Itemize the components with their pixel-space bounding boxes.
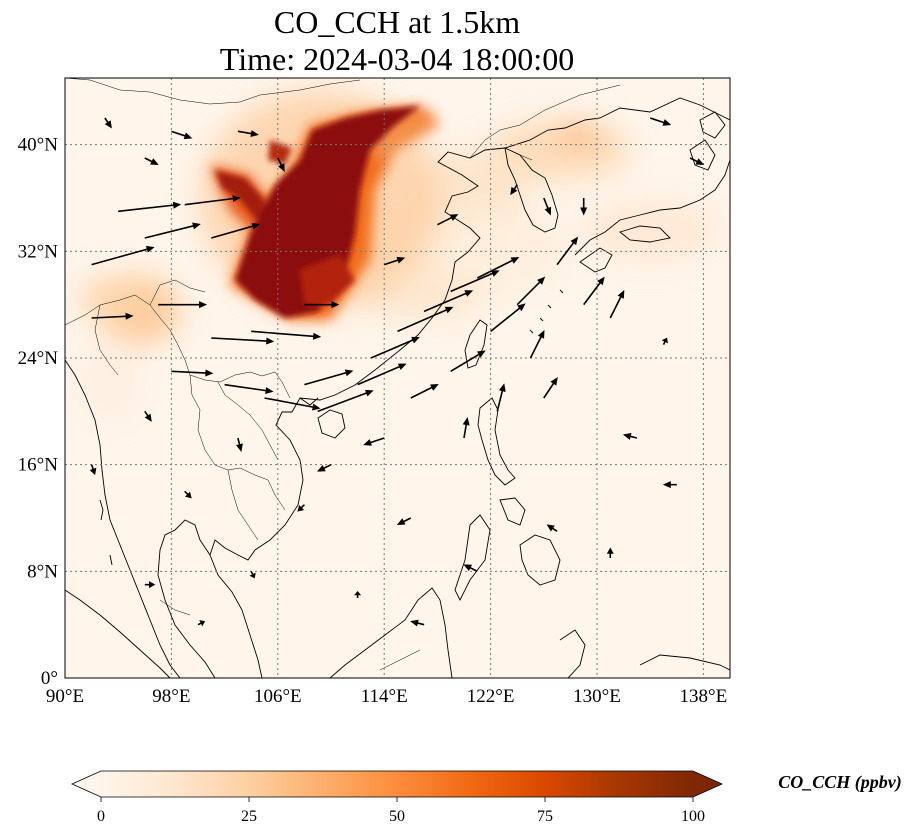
wind-vector — [236, 437, 243, 452]
map-title-line2: Time: 2024-03-04 18:00:00 — [220, 41, 574, 77]
wind-vector — [211, 337, 275, 345]
map-title-line1: CO_CCH at 1.5km — [274, 4, 520, 40]
wind-vector — [510, 184, 518, 196]
wind-vector — [490, 303, 526, 332]
wind-vector — [158, 301, 208, 309]
wind-vector — [237, 130, 259, 137]
wind-vector — [556, 236, 579, 266]
wind-vector — [397, 306, 454, 333]
wind-vector — [144, 581, 156, 589]
wind-vector — [304, 369, 354, 386]
lon-tick-label: 138°E — [680, 686, 728, 707]
wind-vector — [317, 389, 374, 413]
lon-tick-label: 130°E — [573, 686, 621, 707]
map-frame — [64, 77, 731, 679]
wind-vector — [661, 337, 669, 346]
lat-tick-label: 16°N — [18, 455, 59, 476]
wind-vector — [171, 130, 193, 140]
lon-tick-label: 98°E — [152, 686, 190, 707]
colorbar-ticks — [100, 797, 694, 802]
colorbar-tick-label: 50 — [389, 808, 405, 825]
wind-vector — [580, 198, 588, 216]
wind-vector — [224, 383, 274, 395]
wind-vector — [423, 290, 474, 313]
colorbar-label: CO_CCH (ppbv) — [778, 772, 902, 793]
wind-vector — [317, 463, 332, 472]
wind-vector — [304, 301, 340, 309]
colorbar-extend-max — [693, 771, 722, 797]
wind-vector — [606, 547, 614, 558]
lat-tick-labels: 0° 8°N 16°N 24°N 32°N 40°N — [18, 135, 59, 689]
wind-vector — [529, 330, 545, 359]
wind-vector — [463, 564, 478, 573]
wind-vector — [184, 195, 241, 206]
colorbar-extend-min — [72, 771, 101, 797]
co-plume-core — [215, 106, 420, 318]
wind-vector — [543, 197, 552, 216]
wind-vector — [171, 369, 214, 377]
lat-tick-label: 24°N — [18, 348, 59, 369]
wind-vector — [249, 570, 256, 579]
wind-vector — [251, 330, 322, 340]
wind-vector — [662, 481, 677, 489]
wind-vector — [144, 157, 159, 165]
lat-tick-label: 0° — [41, 668, 58, 689]
wind-vector — [277, 157, 285, 172]
colorbar-tick-label: 100 — [681, 808, 705, 825]
wind-vector — [410, 619, 425, 627]
wind-vector — [297, 504, 305, 512]
wind-vector — [144, 410, 152, 422]
lon-tick-labels: 90°E 98°E 106°E 114°E 122°E 130°E 138°E — [46, 686, 727, 707]
map-area — [65, 78, 730, 678]
wind-vector — [450, 270, 500, 293]
wind-vector — [622, 433, 638, 440]
wind-vector — [264, 397, 321, 411]
lon-tick-label: 122°E — [467, 686, 515, 707]
wind-vector — [583, 276, 605, 306]
wind-vector — [396, 517, 412, 525]
colorbar-tick-label: 25 — [241, 808, 257, 825]
lat-tick-label: 40°N — [18, 135, 59, 156]
wind-vector — [118, 201, 182, 213]
colorbar-tick-label: 0 — [97, 808, 105, 825]
wind-vector — [609, 290, 625, 319]
colorbar: 0 25 50 75 100 CO_CCH (ppbv) — [71, 770, 902, 825]
lat-tick-label: 8°N — [27, 561, 58, 582]
wind-vector — [437, 214, 459, 226]
wind-vector — [543, 377, 558, 399]
wind-vector — [462, 417, 470, 439]
colorbar-tick-label: 75 — [537, 808, 553, 825]
wind-vector — [144, 222, 201, 239]
wind-vector — [354, 591, 362, 598]
wind-vector — [104, 117, 112, 129]
wind-vector — [383, 256, 406, 266]
wind-vector — [197, 620, 205, 627]
gridlines — [65, 78, 730, 678]
coastlines — [65, 97, 730, 678]
country-borders — [65, 78, 621, 671]
wind-vector — [357, 363, 407, 386]
wind-vector — [496, 383, 506, 412]
lon-tick-label: 114°E — [361, 686, 408, 707]
wind-vector — [184, 490, 192, 499]
colorbar-body — [101, 771, 693, 797]
wind-vector — [516, 276, 546, 306]
lon-tick-label: 106°E — [254, 686, 302, 707]
wind-vector — [370, 336, 420, 359]
wind-vector — [450, 350, 486, 373]
wind-vector — [546, 524, 558, 532]
wind-vector — [476, 257, 520, 279]
wind-vector — [91, 312, 134, 320]
wind-vector — [363, 437, 385, 446]
wind-vector — [91, 245, 155, 266]
wind-vector — [89, 464, 97, 476]
wind-vector — [211, 222, 261, 239]
lat-tick-label: 32°N — [18, 241, 59, 262]
wind-vector — [410, 384, 439, 399]
wind-vector — [689, 157, 705, 165]
lon-tick-label: 90°E — [46, 686, 84, 707]
wind-vectors — [89, 117, 705, 627]
wind-vector — [649, 117, 672, 126]
